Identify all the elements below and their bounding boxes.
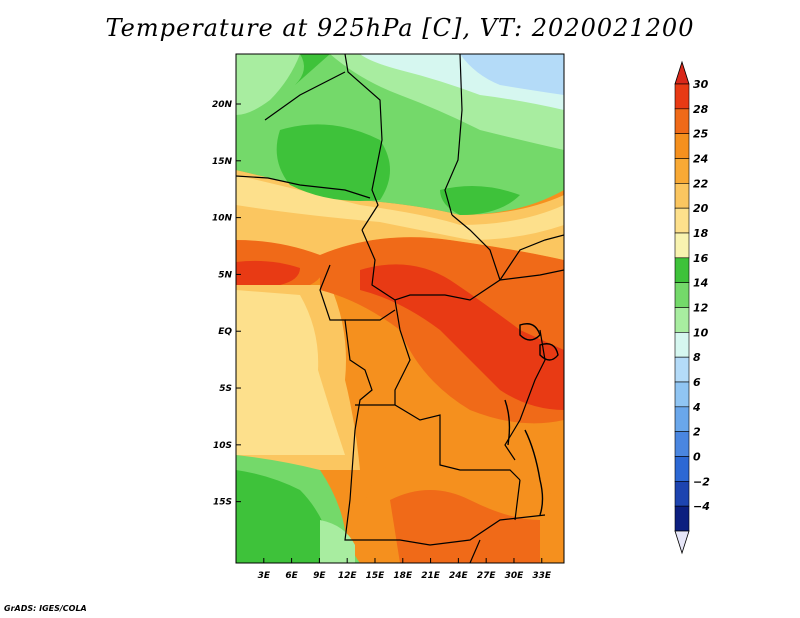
colorbar-label: 14 [693, 277, 708, 290]
colorbar-label: 6 [693, 376, 701, 389]
temperature-field [236, 54, 564, 563]
colorbar-swatch [674, 381, 690, 408]
colorbar-label: 20 [693, 202, 709, 215]
latitude-axis: 20N 15N 10N 5N EQ 5S 10S 15S [212, 100, 241, 508]
colorbar-swatch [674, 158, 690, 184]
colorbar-label: 0 [693, 451, 701, 464]
lon-tick-label: 33E [532, 571, 552, 581]
lat-tick-label: 5S [219, 384, 232, 394]
colorbar-label: 25 [693, 128, 709, 141]
lat-tick-label: 5N [218, 270, 232, 280]
colorbar-bottom-arrow [674, 530, 690, 555]
colorbar-label: 28 [693, 103, 709, 116]
colorbar-swatch [674, 356, 690, 383]
lon-tick-label: 24E [449, 571, 469, 581]
colorbar-swatch [674, 133, 690, 159]
lon-tick-label: 15E [366, 571, 386, 581]
lon-tick-label: 9E [313, 571, 326, 581]
colorbar-swatch [674, 505, 690, 532]
map-title: Temperature at 925hPa [C], VT: 202002120… [105, 14, 695, 42]
map-frame [235, 53, 565, 564]
lon-tick-label: 27E [477, 571, 497, 581]
colorbar-swatch [674, 456, 690, 482]
colorbar-label: −2 [693, 475, 710, 488]
colorbar-label: 18 [693, 227, 709, 240]
colorbar-swatch [674, 431, 690, 457]
colorbar-label: 24 [693, 153, 708, 166]
colorbar-swatch [674, 183, 690, 209]
lat-tick-label: 15N [212, 157, 233, 167]
colorbar-swatch [674, 307, 690, 333]
colorbar-label: −4 [693, 500, 710, 513]
colorbar-label: 12 [693, 302, 709, 315]
lon-tick-label: 3E [258, 571, 271, 581]
colorbar-label: 4 [692, 401, 701, 414]
colorbar-swatch [674, 108, 690, 134]
lon-tick-label: 6E [285, 571, 298, 581]
lon-tick-label: 30E [505, 571, 525, 581]
colorbar-swatch [674, 282, 690, 308]
colorbar-swatch [674, 232, 690, 259]
colorbar-label: 22 [693, 177, 709, 190]
lat-tick-label: 20N [212, 100, 233, 110]
colorbar-label: 8 [693, 351, 701, 364]
longitude-axis: 3E 6E 9E 12E 15E 18E 21E 24E 27E 30E 33E [258, 558, 552, 581]
colorbar-label: 30 [693, 78, 709, 91]
colorbar-swatch [674, 257, 690, 283]
lat-tick-label: 15S [213, 498, 232, 508]
lat-tick-label: 10N [212, 214, 233, 224]
lon-tick-label: 12E [338, 571, 358, 581]
colorbar-label: 2 [693, 426, 701, 439]
colorbar-label: 16 [693, 252, 709, 265]
colorbar-label: 10 [693, 326, 709, 339]
grads-credit: GrADS: IGES/COLA [4, 604, 87, 613]
lon-tick-label: 21E [421, 571, 441, 581]
colorbar-swatch [674, 332, 690, 358]
colorbar-swatch [674, 207, 690, 234]
lon-tick-label: 18E [393, 571, 413, 581]
lat-tick-label: 10S [213, 441, 232, 451]
lakes [504, 323, 559, 516]
lat-tick-label: EQ [218, 327, 232, 337]
colorbar-swatch [674, 83, 690, 110]
colorbar-swatch [674, 481, 690, 507]
country-borders [236, 54, 564, 563]
colorbar-swatch [674, 406, 690, 432]
colorbar-top-arrow [674, 60, 690, 85]
